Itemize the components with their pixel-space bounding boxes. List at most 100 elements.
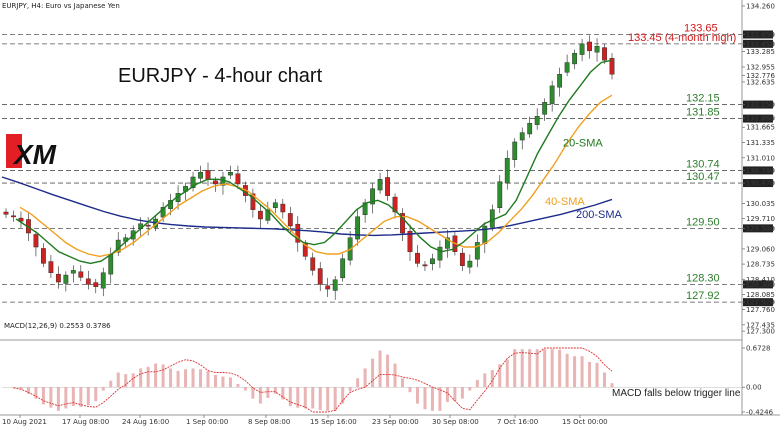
macd-bar-55	[415, 387, 419, 404]
candle-body-1	[11, 215, 16, 218]
y-tick-label-22: 127.920	[746, 299, 775, 307]
level-tag-2	[743, 100, 773, 109]
macd-bar-30	[228, 377, 232, 388]
chart-title: EURJPY - 4-hour chart	[118, 65, 323, 87]
x-tick-label-5: 15 Sep 16:00	[310, 418, 357, 426]
macd-bar-27	[206, 370, 210, 388]
candle-body-34	[257, 210, 263, 220]
candle-body-44	[332, 279, 338, 291]
symbol-header: EURJPY, H4: Euro vs Japanese Yen	[2, 2, 120, 10]
macd-bar-81	[610, 383, 614, 388]
macd-bar-48	[363, 368, 367, 388]
level-label-7: 128.30	[686, 272, 720, 284]
candle-body-76	[572, 52, 577, 65]
macd-bar-78	[588, 361, 592, 388]
macd-bar-9	[71, 387, 75, 407]
candle-body-48	[362, 202, 368, 216]
candle-body-19	[145, 224, 151, 227]
macd-bar-8	[64, 387, 68, 409]
level-tag-text-8: 127.920	[745, 299, 774, 307]
macd-bar-74	[558, 349, 562, 388]
macd-label: MACD(12,26,9) 0.2553 0.3786	[4, 322, 111, 330]
candle-body-37	[280, 203, 286, 213]
x-tick-label-6: 23 Sep 00:00	[372, 418, 419, 426]
time-axis: 10 Aug 2021 17 Aug 08:00 24 Aug 16:00 1 Sep…	[2, 415, 608, 426]
macd-bar-15	[116, 372, 120, 388]
candle-body-13	[100, 272, 106, 289]
macd-bar-58	[438, 387, 442, 411]
candle-body-55	[415, 252, 420, 264]
x-tick-label-9: 15 Oct 00:00	[562, 418, 608, 426]
macd-bar-31	[236, 383, 240, 388]
y-tick-label-23: 127.760	[746, 306, 775, 314]
candle-body-11	[85, 278, 91, 285]
macd-bar-23	[176, 370, 180, 388]
candle-body-47	[355, 216, 361, 240]
candle-body-79	[594, 45, 600, 53]
candle-body-4	[33, 234, 39, 248]
candle-body-42	[317, 268, 323, 285]
macd-bar-79	[595, 362, 599, 388]
macd-panel: 0.6728 0.00 -0.4246	[2, 345, 774, 417]
macd-bar-50	[378, 350, 382, 388]
macd-bar-56	[423, 387, 427, 410]
level-tag-text-5: 130.470	[745, 180, 774, 188]
y-tick-label-25: 127.300	[746, 328, 775, 336]
level-tag-0	[743, 30, 773, 39]
candle-body-57	[430, 258, 435, 265]
y-tick-label-24: 127.435	[746, 321, 775, 329]
macd-tick-label-1: 0.00	[746, 384, 762, 392]
macd-bar-67	[505, 359, 509, 388]
macd-bar-14	[109, 380, 113, 388]
candle-body-8	[63, 274, 69, 284]
macd-bar-26	[199, 369, 203, 388]
candle-body-31	[235, 173, 241, 185]
macd-bar-72	[543, 349, 547, 388]
candle-body-25	[190, 176, 196, 188]
candle-body-66	[497, 181, 503, 209]
macd-bar-20	[154, 363, 158, 388]
y-tick-label-4: 132.955	[746, 63, 775, 71]
candle-body-63	[474, 242, 480, 260]
macd-bar-24	[184, 369, 188, 388]
x-tick-label-4: 8 Sep 08:00	[248, 418, 290, 426]
y-tick-label-15: 129.710	[746, 215, 775, 223]
x-tick-label-3: 1 Sep 00:00	[186, 418, 228, 426]
macd-bar-34	[258, 387, 262, 404]
macd-bar-76	[573, 356, 577, 388]
macd-bar-43	[326, 387, 330, 411]
y-tick-label-14: 130.035	[746, 200, 775, 208]
candle-body-45	[340, 258, 346, 279]
macd-bar-25	[191, 368, 195, 388]
candle-body-50	[377, 179, 383, 191]
y-tick-label-21: 128.085	[746, 291, 775, 299]
candle-body-78	[587, 41, 592, 52]
candle-body-30	[228, 172, 233, 176]
macd-bar-3	[26, 387, 30, 394]
level-tag-text-2: 132.150	[745, 101, 774, 109]
candle-body-56	[422, 264, 428, 267]
candle-body-6	[48, 261, 54, 273]
macd-bar-7	[56, 387, 60, 411]
macd-bar-66	[498, 364, 502, 388]
y-tick-label-10: 131.335	[746, 139, 775, 147]
macd-bar-61	[460, 387, 464, 399]
y-tick-label-6: 132.635	[746, 78, 775, 86]
candle-body-53	[400, 213, 405, 234]
macd-bar-22	[169, 368, 173, 388]
level-label-8: 127.92	[686, 290, 720, 302]
macd-bar-54	[408, 387, 412, 393]
candle-body-52	[392, 196, 398, 213]
macd-bar-65	[490, 370, 494, 388]
macd-bar-33	[251, 387, 255, 399]
macd-signal-line	[13, 347, 613, 413]
x-tick-label-1: 17 Aug 08:00	[62, 418, 109, 426]
candle-body-69	[519, 132, 525, 141]
y-tick-label-12: 130.740	[746, 167, 775, 175]
y-tick-label-3: 133.285	[746, 48, 775, 56]
candle-body-68	[512, 141, 518, 160]
candle-body-65	[489, 209, 495, 228]
macd-bar-60	[453, 387, 457, 402]
